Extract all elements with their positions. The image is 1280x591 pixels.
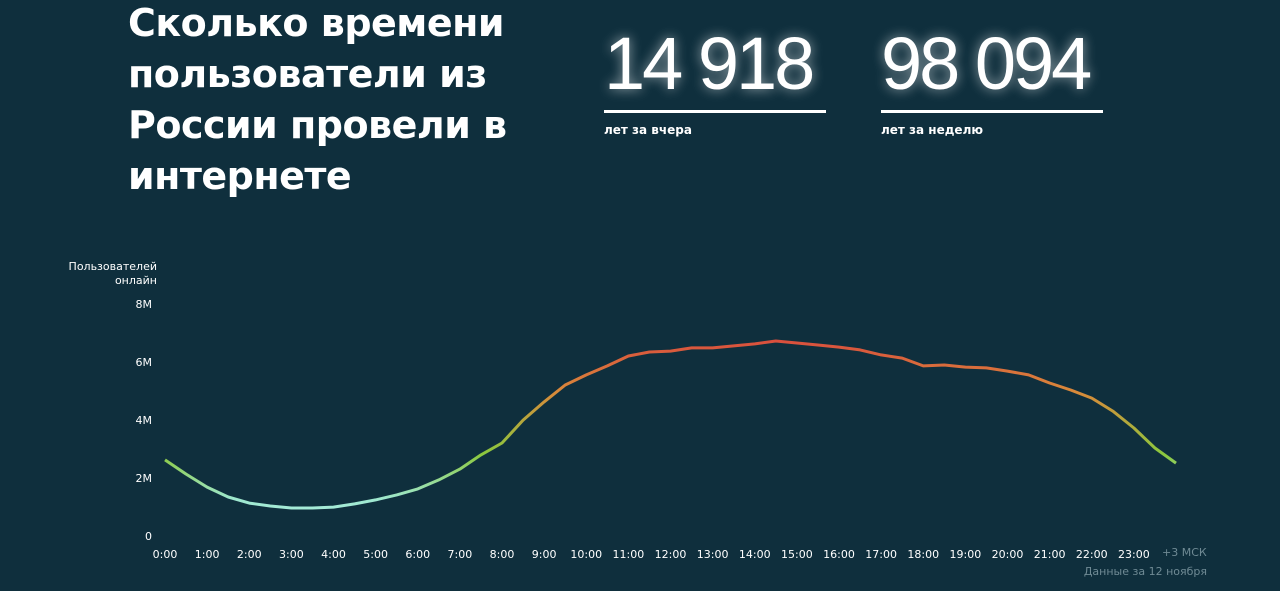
x-tick-label: 7:00	[448, 548, 473, 561]
x-tick-label: 0:00	[153, 548, 178, 561]
title: Сколько времени пользователи из России п…	[128, 1, 507, 198]
x-tick-label: 12:00	[655, 548, 687, 561]
x-tick-label: 4:00	[321, 548, 346, 561]
stat-caption: лет за неделю	[881, 123, 984, 137]
x-tick-label: 2:00	[237, 548, 262, 561]
stat: 14 918 лет за вчера	[604, 22, 826, 137]
x-tick-label: 1:00	[195, 548, 220, 561]
y-tick-label: 6M	[136, 356, 153, 369]
x-tick-label: 21:00	[1034, 548, 1066, 561]
stat-value: 14 918	[604, 22, 826, 113]
stat-value: 98 094	[881, 22, 1103, 113]
y-tick-label: 4M	[136, 414, 153, 427]
x-tick-label: 8:00	[490, 548, 515, 561]
x-tick-label: 11:00	[613, 548, 645, 561]
y-tick-label: 0	[145, 530, 152, 543]
y-axis-label: Пользователей онлайн	[69, 260, 157, 287]
stat: 98 094 лет за неделю	[881, 22, 1103, 137]
x-tick-label: 22:00	[1076, 548, 1108, 561]
x-tick-label: 14:00	[739, 548, 771, 561]
y-tick-label: 2M	[136, 472, 153, 485]
x-tick-label: 9:00	[532, 548, 557, 561]
y-tick-label: 8M	[136, 298, 153, 311]
line	[164, 339, 1177, 510]
x-annotation: +3 МСК	[1162, 546, 1207, 559]
x-tick-label: 10:00	[570, 548, 602, 561]
x-tick-label: 15:00	[781, 548, 813, 561]
x-tick-label: 23:00	[1118, 548, 1150, 561]
x-tick-label: 5:00	[363, 548, 388, 561]
x-tick-label: 6:00	[405, 548, 430, 561]
stat-caption: лет за вчера	[604, 123, 692, 137]
x-tick-label: 3:00	[279, 548, 304, 561]
x-tick-label: 18:00	[907, 548, 939, 561]
note: Данные за 12 ноября	[1084, 565, 1207, 578]
x-tick-label: 17:00	[865, 548, 897, 561]
x-tick-label: 16:00	[823, 548, 855, 561]
x-tick-label: 13:00	[697, 548, 729, 561]
x-tick-label: 19:00	[950, 548, 982, 561]
x-tick-label: 20:00	[992, 548, 1024, 561]
